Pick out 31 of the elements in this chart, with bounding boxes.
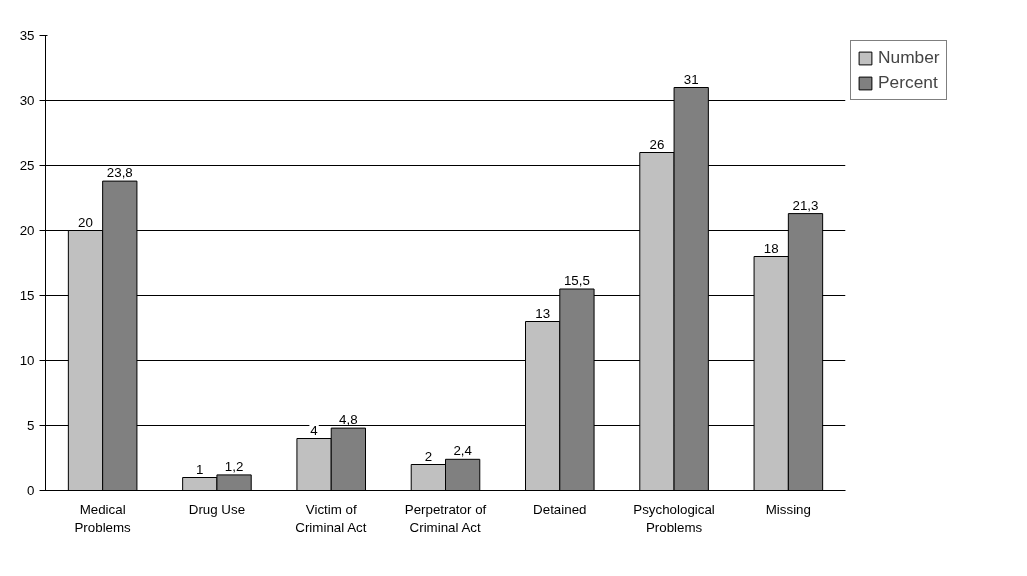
y-tick-label: 10 xyxy=(19,353,35,368)
data-label: 20 xyxy=(78,214,93,230)
y-tick-label: 5 xyxy=(27,418,35,433)
x-tick-label: Drug Use xyxy=(188,501,246,517)
x-tick-label: Detained xyxy=(533,501,587,517)
x-tick-label: Psychological Problems xyxy=(633,501,715,535)
x-tick-label: Perpetrator of Criminal Act xyxy=(404,501,487,535)
y-tick-label: 35 xyxy=(19,28,35,43)
x-tick-label: Medical Problems xyxy=(74,501,132,535)
y-tick-label: 30 xyxy=(19,93,35,108)
data-label: 1,2 xyxy=(224,458,244,474)
data-label: 4 xyxy=(310,422,319,438)
y-tick-label: 0 xyxy=(27,483,35,498)
legend-label: Percent xyxy=(878,72,938,93)
x-tick-label: Victim of Criminal Act xyxy=(295,501,367,535)
data-label: 13 xyxy=(535,305,551,321)
data-label: 2 xyxy=(424,448,433,464)
data-label: 2,4 xyxy=(453,443,473,459)
legend-label: Number xyxy=(878,47,940,68)
x-tick-label: Missing xyxy=(765,501,811,517)
y-tick-label: 20 xyxy=(19,223,35,238)
y-tick-label: 15 xyxy=(19,288,35,303)
data-label: 15,5 xyxy=(563,273,590,288)
data-label: 1 xyxy=(196,461,204,477)
data-label: 26 xyxy=(649,136,665,152)
data-label: 23,8 xyxy=(106,165,133,181)
data-label: 31 xyxy=(683,71,699,87)
data-label: 18 xyxy=(763,240,779,256)
y-tick-label: 25 xyxy=(19,158,35,173)
data-label: 4,8 xyxy=(339,412,358,428)
data-label: 21,3 xyxy=(792,197,819,213)
